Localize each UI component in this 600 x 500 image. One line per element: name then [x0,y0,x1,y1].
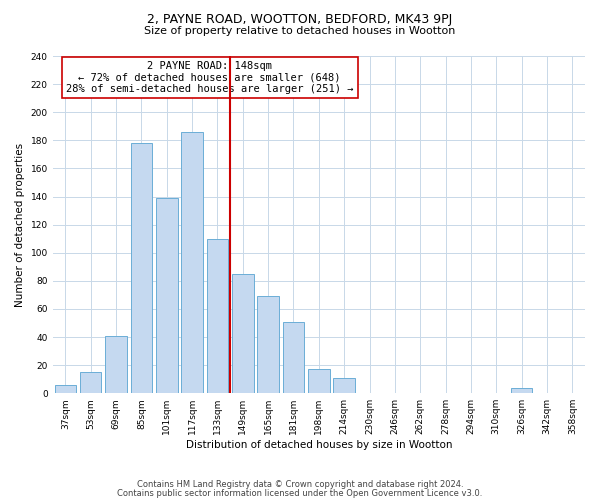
Bar [283,322,304,393]
X-axis label: Distribution of detached houses by size in Wootton: Distribution of detached houses by size … [185,440,452,450]
Bar [131,143,152,393]
Bar [156,198,178,393]
Bar [80,372,101,393]
Bar [257,296,279,393]
Bar [206,238,228,393]
Bar [308,370,329,393]
Bar [232,274,254,393]
Text: Size of property relative to detached houses in Wootton: Size of property relative to detached ho… [145,26,455,36]
Bar [181,132,203,393]
Bar [105,336,127,393]
Bar [334,378,355,393]
Y-axis label: Number of detached properties: Number of detached properties [15,142,25,306]
Bar [511,388,532,393]
Text: Contains public sector information licensed under the Open Government Licence v3: Contains public sector information licen… [118,490,482,498]
Bar [55,385,76,393]
Text: 2 PAYNE ROAD: 148sqm
← 72% of detached houses are smaller (648)
28% of semi-deta: 2 PAYNE ROAD: 148sqm ← 72% of detached h… [66,61,353,94]
Text: Contains HM Land Registry data © Crown copyright and database right 2024.: Contains HM Land Registry data © Crown c… [137,480,463,489]
Text: 2, PAYNE ROAD, WOOTTON, BEDFORD, MK43 9PJ: 2, PAYNE ROAD, WOOTTON, BEDFORD, MK43 9P… [148,12,452,26]
